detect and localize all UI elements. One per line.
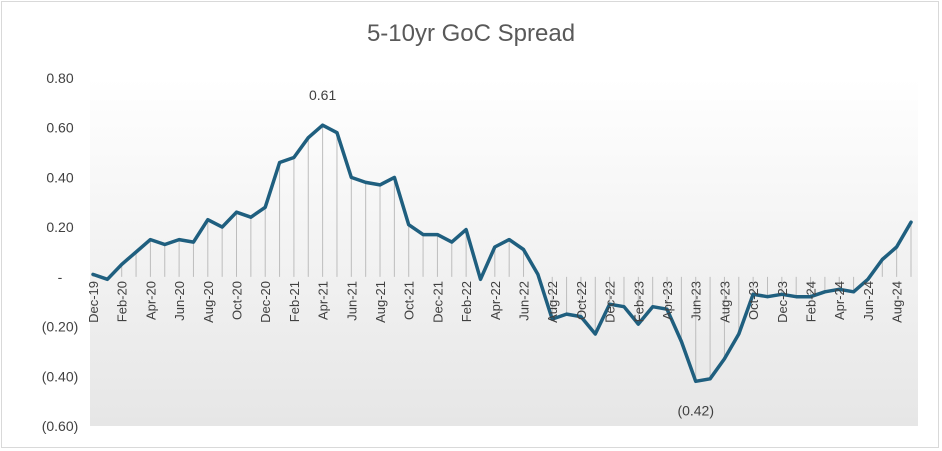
x-tick-label: Feb-22 (459, 281, 474, 322)
x-tick-label: Dec-19 (86, 281, 101, 323)
y-tick-label: (0.40) (42, 368, 79, 384)
y-tick-label: 0.20 (46, 219, 73, 235)
x-tick-label: Aug-21 (373, 281, 388, 323)
x-tick-label: Dec-22 (603, 281, 618, 323)
x-tick-label: Jun-23 (689, 281, 704, 321)
x-tick-label: Feb-20 (115, 281, 130, 322)
y-tick-label: - (58, 269, 63, 285)
x-tick-label: Dec-21 (430, 281, 445, 323)
x-tick-label: Feb-23 (631, 281, 646, 322)
series-line (91, 123, 913, 384)
x-tick-label: Jun-24 (861, 281, 876, 321)
y-tick-label: 0.80 (46, 70, 73, 86)
x-tick-label: Aug-22 (545, 281, 560, 323)
x-tick-label: Oct-21 (402, 281, 417, 320)
x-tick-label: Oct-20 (230, 281, 245, 320)
y-tick-label: (0.60) (42, 418, 79, 434)
y-tick-label: 0.40 (46, 169, 73, 185)
x-tick-label: Apr-21 (316, 281, 331, 320)
plot-background (90, 78, 918, 426)
x-tick-label: Feb-21 (287, 281, 302, 322)
x-tick-label: Oct-23 (746, 281, 761, 320)
data-label: 0.61 (309, 87, 336, 103)
x-tick-label: Feb-24 (804, 281, 819, 322)
x-tick-label: Apr-20 (143, 281, 158, 320)
x-tick-label: Aug-20 (201, 281, 216, 323)
data-label: (0.42) (677, 402, 714, 418)
x-tick-label: Dec-20 (258, 281, 273, 323)
x-tick-label: Dec-23 (775, 281, 790, 323)
chart-title: 5-10yr GoC Spread (366, 20, 576, 47)
y-tick-label: 0.60 (46, 120, 73, 136)
x-tick-label: Jun-20 (172, 281, 187, 321)
y-tick-label: (0.20) (42, 319, 79, 335)
x-tick-label: Oct-22 (574, 281, 589, 320)
x-tick-label: Apr-22 (488, 281, 503, 320)
x-tick-label: Jun-21 (344, 281, 359, 321)
x-tick-label: Apr-24 (832, 281, 847, 320)
x-tick-label: Aug-23 (717, 281, 732, 323)
x-tick-label: Apr-23 (660, 281, 675, 320)
x-tick-label: Jun-22 (517, 281, 532, 321)
x-tick-label: Aug-24 (890, 281, 905, 323)
